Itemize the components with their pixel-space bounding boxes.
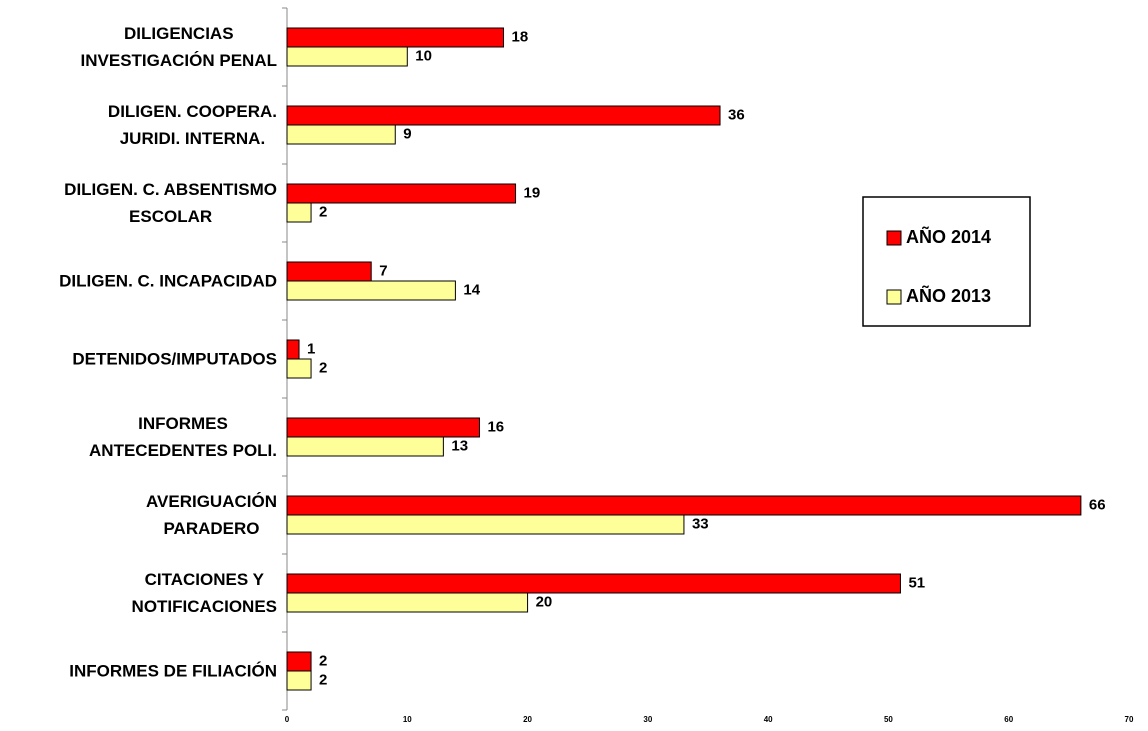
- bar: [286, 280, 456, 301]
- value-label: 19: [524, 184, 541, 201]
- bar: [286, 105, 721, 126]
- bar: [286, 670, 312, 691]
- value-label: 33: [692, 515, 709, 532]
- value-label: 18: [512, 28, 529, 45]
- category-label: AVERIGUACIÓN PARADERO: [146, 492, 277, 538]
- value-label: 9: [403, 125, 411, 142]
- legend-label: AÑO 2013: [906, 285, 991, 306]
- value-label: 20: [536, 593, 553, 610]
- value-label: 51: [908, 574, 925, 591]
- bar: [286, 46, 408, 67]
- category-label: DILIGENCIAS INVESTIGACIÓN PENAL: [80, 24, 277, 70]
- legend-swatch: [886, 289, 902, 305]
- category-label: CITACIONES Y NOTIFICACIONES: [131, 570, 277, 616]
- value-label: 36: [728, 106, 745, 123]
- category-label: DETENIDOS/IMPUTADOS: [72, 349, 277, 369]
- x-tick-label: 10: [403, 715, 412, 724]
- bar: [286, 592, 529, 613]
- value-label: 7: [379, 262, 387, 279]
- x-tick-label: 70: [1125, 715, 1134, 724]
- bar: [286, 514, 685, 535]
- x-tick-label: 40: [764, 715, 773, 724]
- bar: [286, 651, 312, 672]
- x-tick-label: 0: [285, 715, 290, 724]
- value-label: 2: [319, 203, 327, 220]
- category-label: DILIGEN. C. ABSENTISMO ESCOLAR: [64, 180, 277, 226]
- bar: [286, 261, 372, 282]
- bar: [286, 202, 312, 223]
- value-label: 10: [415, 47, 432, 64]
- value-label: 66: [1089, 496, 1106, 513]
- x-tick-label: 20: [523, 715, 532, 724]
- legend-box: [862, 196, 1031, 327]
- legend-swatch: [886, 230, 902, 246]
- value-label: 2: [319, 671, 327, 688]
- category-label: INFORMES ANTECEDENTES POLI.: [89, 414, 277, 460]
- legend-label: AÑO 2014: [906, 226, 991, 247]
- x-tick-label: 50: [884, 715, 893, 724]
- bar: [286, 358, 312, 379]
- bar: [286, 436, 444, 457]
- category-label: INFORMES DE FILIACIÓN: [69, 661, 277, 681]
- bar: [286, 495, 1082, 516]
- value-label: 14: [463, 281, 480, 298]
- bar: [286, 183, 517, 204]
- bar: [286, 417, 480, 438]
- value-label: 13: [451, 437, 468, 454]
- value-label: 1: [307, 340, 315, 357]
- category-label: DILIGEN. C. INCAPACIDAD: [59, 271, 277, 291]
- x-tick-label: 60: [1004, 715, 1013, 724]
- value-label: 2: [319, 652, 327, 669]
- bar: [286, 124, 396, 145]
- bar: [286, 339, 300, 360]
- x-tick-label: 30: [643, 715, 652, 724]
- category-label: DILIGEN. COOPERA. JURIDI. INTERNA.: [107, 102, 277, 148]
- value-label: 2: [319, 359, 327, 376]
- bar: [286, 573, 901, 594]
- value-label: 16: [487, 418, 504, 435]
- bar: [286, 27, 505, 48]
